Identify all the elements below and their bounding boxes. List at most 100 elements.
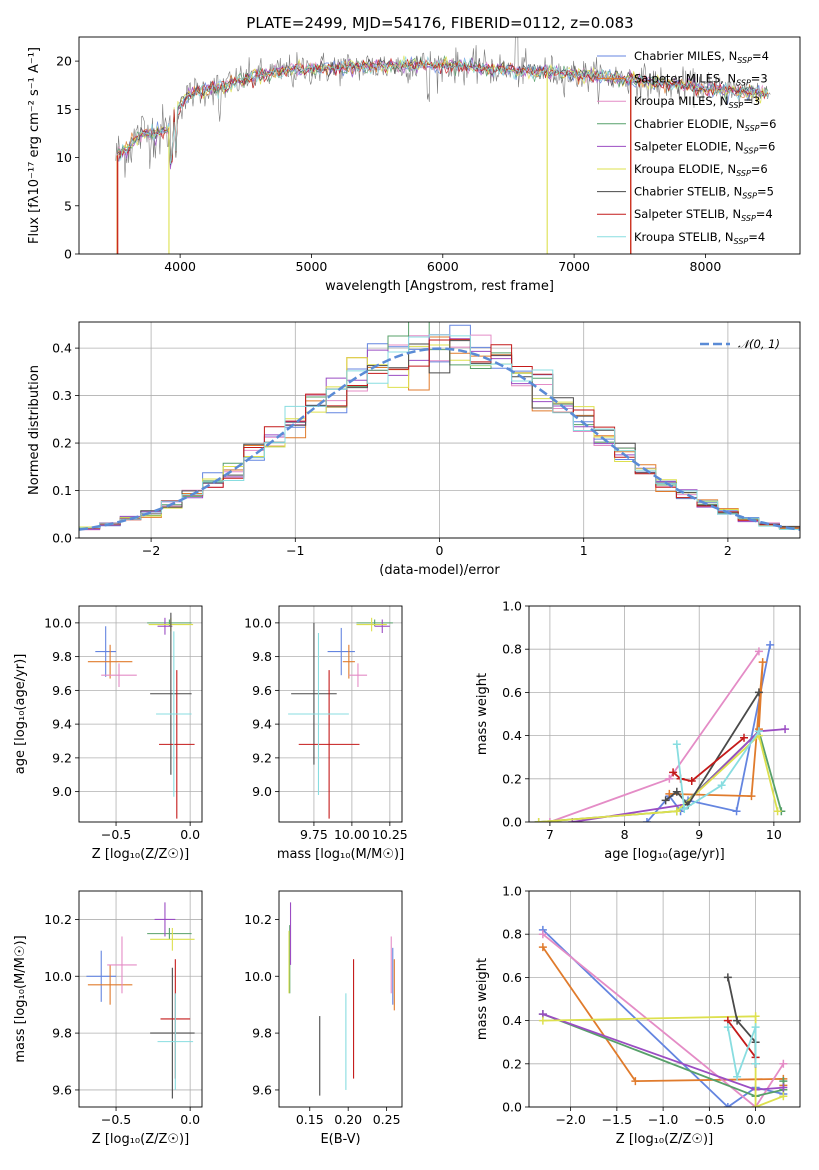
- weight-marker: [733, 1072, 742, 1081]
- weight-marker: [687, 776, 696, 785]
- x-axis-label: Z [log₁₀(Z/Z☉)]: [616, 1132, 713, 1147]
- x-tick-label: −0.5: [694, 1112, 724, 1127]
- panel-spectrum: 4000 5000 6000 7000 8000 0 5 10 15 20 wavelength […: [27, 14, 801, 294]
- error-point: [87, 964, 133, 1005]
- x-tick-label: 5000: [296, 259, 328, 274]
- y-tick-label: 10.2: [244, 912, 272, 927]
- weight-marker: [779, 1083, 788, 1092]
- x-tick-label: 8: [621, 827, 629, 842]
- weight-marker: [779, 1059, 788, 1068]
- y-axis-label: Normed distribution: [27, 365, 42, 495]
- x-tick-label: 0.25: [373, 1112, 401, 1127]
- axes-frame: [278, 890, 403, 1108]
- panel-age_vs_z: −0.5 0.0 9.0 9.2 9.4 9.6 9.8 10.0 Z [log₁₀(Z/Z☉)…: [13, 605, 203, 862]
- legend-label: Kroupa MILES, NSSP=3: [634, 94, 760, 110]
- weight-marker: [773, 807, 782, 816]
- plot-area: [115, 37, 771, 254]
- legend-label: Salpeter MILES, NSSP=3: [634, 72, 768, 88]
- y-tick-label: 9.2: [252, 750, 272, 765]
- error-point: [86, 950, 117, 1002]
- axes-frame: [78, 890, 203, 1108]
- y-tick-label: 0.3: [52, 388, 72, 403]
- weight-marker: [751, 1023, 760, 1032]
- weight-marker: [747, 792, 756, 801]
- plot-area: [86, 902, 195, 1099]
- y-tick-label: 9.6: [252, 1082, 272, 1097]
- observed-spectrum: [115, 37, 771, 178]
- y-axis-label: mass [log₁₀(M/M☉)]: [13, 935, 28, 1062]
- legend-label: 𝒩(0, 1): [738, 337, 780, 351]
- normal-curve: [79, 347, 800, 531]
- weight-marker: [751, 1012, 760, 1021]
- x-tick-label: −1.0: [648, 1112, 678, 1127]
- weight-series-line: [727, 1026, 757, 1081]
- chart-title: PLATE=2499, MJD=54176, FIBERID=0112, z=0…: [246, 14, 633, 32]
- panel-mass_vs_ebv: 0.15 0.20 0.25 9.6 9.8 10.0 10.2 E(B-V): [244, 890, 403, 1147]
- y-tick-label: 0.2: [502, 771, 522, 786]
- weight-marker: [672, 807, 681, 816]
- x-tick-label: 0.0: [746, 1112, 766, 1127]
- weight-marker: [669, 768, 678, 777]
- weight-series-line: [572, 728, 786, 822]
- weight-marker: [672, 787, 681, 796]
- y-tick-label: 9.8: [252, 649, 272, 664]
- model-spectrum-line: [116, 55, 769, 165]
- y-tick-label: 9.8: [52, 1026, 72, 1041]
- error-point: [291, 622, 337, 765]
- x-tick-label: 9.75: [300, 827, 328, 842]
- error-point: [157, 617, 173, 635]
- x-tick-label: −1: [286, 543, 304, 558]
- y-tick-label: 0.6: [502, 685, 522, 700]
- legend-label: Kroupa STELIB, NSSP=4: [634, 230, 765, 246]
- error-point: [156, 631, 192, 797]
- weight-marker: [723, 1103, 732, 1107]
- x-tick-label: 9: [695, 827, 703, 842]
- weight-marker: [758, 658, 767, 667]
- y-tick-label: 9.8: [252, 1026, 272, 1041]
- y-axis-label: Flux [fλ10⁻¹⁷ erg cm⁻² s⁻¹ A⁻¹]: [27, 47, 42, 244]
- x-tick-label: 7: [546, 827, 554, 842]
- weight-marker: [740, 733, 749, 742]
- panel-mass_vs_z: −0.5 0.0 9.6 9.8 10.0 10.2 Z [log₁₀(Z/Z☉)] mass…: [13, 890, 203, 1147]
- weight-series-line: [672, 737, 745, 782]
- weight-marker: [642, 818, 651, 822]
- x-tick-label: 10: [766, 827, 782, 842]
- legend-label: Salpeter STELIB, NSSP=4: [634, 207, 773, 223]
- axes-frame: [528, 605, 801, 823]
- y-tick-label: 1.0: [502, 599, 522, 614]
- y-axis-label: mass weight: [475, 673, 490, 755]
- x-tick-label: 0.0: [180, 1112, 200, 1127]
- plot-area: [288, 902, 395, 1096]
- y-tick-label: 10.0: [244, 969, 272, 984]
- weight-series-line: [675, 730, 760, 811]
- x-tick-label: 4000: [164, 259, 196, 274]
- x-tick-label: 0: [436, 543, 444, 558]
- y-tick-label: 10.0: [244, 615, 272, 630]
- error-point: [356, 617, 387, 632]
- weight-marker: [723, 1023, 732, 1032]
- legend-label: Chabrier STELIB, NSSP=5: [634, 185, 774, 201]
- x-tick-label: 8000: [690, 259, 722, 274]
- x-tick-label: −0.5: [101, 827, 131, 842]
- x-tick-label: 0.20: [334, 1112, 362, 1127]
- y-tick-label: 0.0: [502, 815, 522, 830]
- legend: Chabrier MILES, NSSP=4 Salpeter MILES, NS…: [597, 49, 776, 246]
- legend: 𝒩(0, 1): [700, 337, 780, 351]
- weight-marker: [538, 943, 547, 952]
- weight-marker: [781, 725, 790, 734]
- y-tick-label: 0.6: [502, 970, 522, 985]
- y-tick-label: 0.0: [52, 531, 72, 546]
- weight-marker: [732, 807, 741, 816]
- error-point: [154, 902, 176, 937]
- weight-marker: [766, 640, 775, 649]
- x-tick-label: 0.15: [296, 1112, 324, 1127]
- x-tick-label: 10.00: [334, 827, 370, 842]
- y-tick-label: 0: [64, 247, 72, 262]
- plot-area: [79, 322, 800, 531]
- weight-marker: [754, 688, 763, 697]
- weight-marker: [751, 1059, 760, 1068]
- y-tick-label: 0.4: [502, 1013, 522, 1028]
- y-tick-label: 9.6: [252, 683, 272, 698]
- x-axis-label: Z [log₁₀(Z/Z☉)]: [92, 1132, 189, 1147]
- legend-label: Kroupa ELODIE, NSSP=6: [634, 162, 768, 178]
